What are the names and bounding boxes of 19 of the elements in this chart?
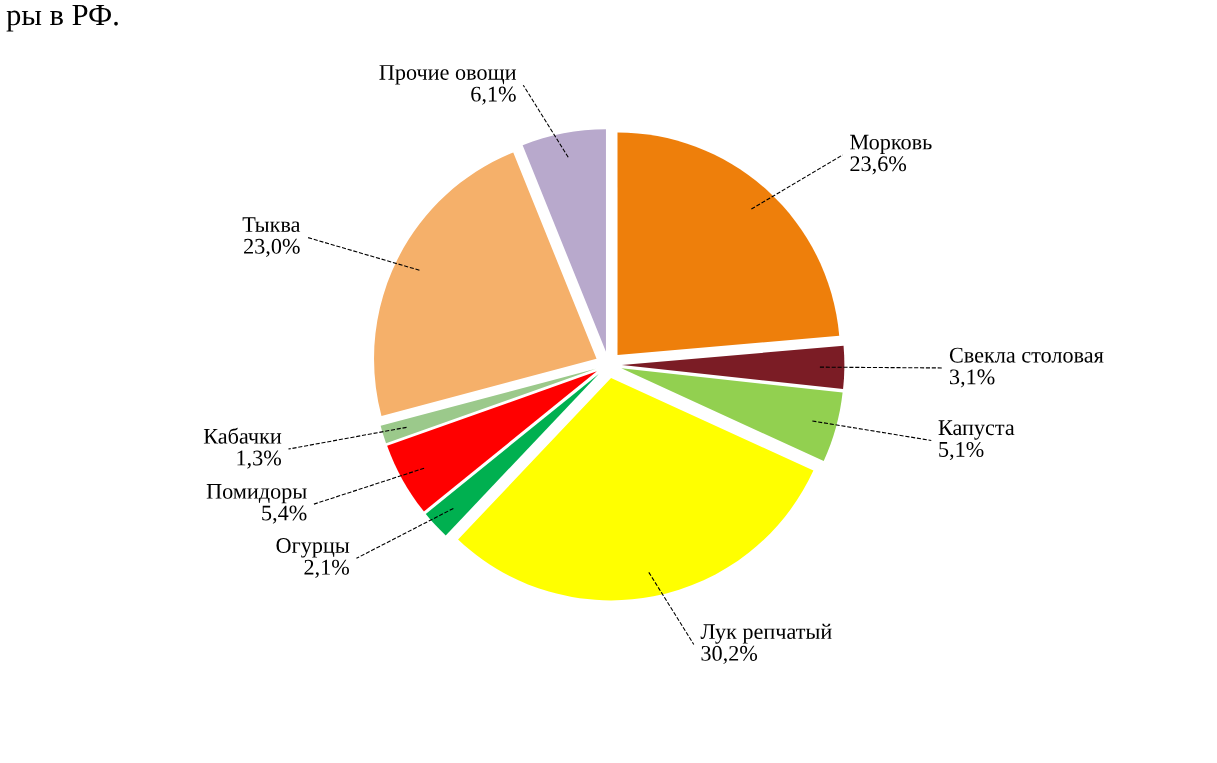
data-label: 3,1%	[950, 369, 995, 388]
slice-label: Лук репчатый	[700, 623, 832, 644]
slice-label: Огурцы	[276, 538, 350, 558]
data-label: 6,1%	[471, 86, 516, 105]
slice-label: Прочие овощи	[379, 65, 517, 85]
text: ры в РФ.	[6, 5, 118, 32]
slice-label: Свекла столовая	[949, 347, 1104, 363]
slice-label: Помидоры	[206, 484, 307, 504]
data-label: 30,2%	[701, 645, 758, 665]
data-label: 23,6%	[850, 156, 907, 175]
slice-label: Морковь	[850, 134, 932, 155]
slice-label: Кабачки	[203, 427, 282, 444]
data-label: 5,4%	[262, 505, 307, 524]
data-label: 5,1%	[939, 441, 984, 461]
slice-label: Тыква	[242, 217, 301, 233]
data-label: 1,3%	[237, 450, 282, 469]
data-label: 23,0%	[244, 238, 300, 257]
data-label: 2,1%	[304, 559, 350, 578]
slice-label: Капуста	[938, 420, 1015, 440]
